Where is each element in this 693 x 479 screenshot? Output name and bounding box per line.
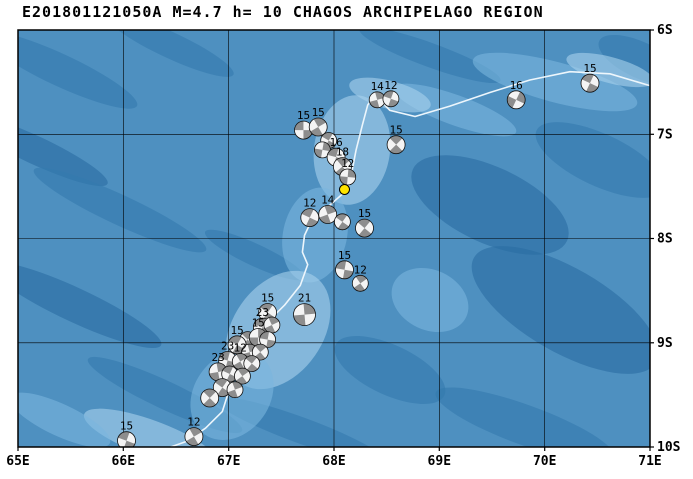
depth-label: 15 [312, 106, 325, 119]
bathymetry-patch [411, 155, 569, 255]
bathymetry-patch [83, 408, 217, 447]
depth-label: 23 [211, 351, 224, 364]
depth-label: 23 [221, 340, 234, 353]
focal-mechanism [339, 168, 357, 186]
depth-label: 15 [358, 207, 371, 220]
focal-mechanism [318, 205, 338, 224]
focal-mechanism [259, 331, 277, 349]
lat-axis-label: 10S [657, 440, 681, 455]
bathymetry-patch [204, 229, 306, 281]
depth-label: 15 [252, 317, 265, 330]
lat-axis-label: 8S [657, 232, 673, 247]
lat-axis-label: 7S [657, 127, 673, 142]
bathymetry-patch [359, 30, 501, 84]
focal-mechanism [355, 218, 374, 238]
focal-mechanism [212, 378, 232, 398]
bathymetry-patch [106, 30, 234, 77]
focal-mechanism [221, 365, 239, 383]
lon-axis-label: 68E [322, 454, 345, 469]
depth-label: 15 [297, 109, 310, 122]
bathymetry-patch [391, 267, 469, 333]
focal-mechanism [226, 381, 244, 399]
map-title: E201801121050A M=4.7 h= 10 CHAGOS ARCHIP… [22, 3, 544, 21]
bathymetry-patch [18, 113, 108, 187]
bathymetry-patch [435, 387, 615, 447]
focal-mechanism [351, 274, 369, 292]
depth-label: 14 [371, 80, 385, 93]
depth-label: 21 [298, 292, 311, 305]
focal-mechanism [263, 316, 281, 334]
depth-label: 12 [384, 79, 397, 92]
depth-label: 15 [583, 62, 596, 75]
focal-mechanism [294, 120, 313, 140]
main-event-marker [339, 184, 350, 195]
bathymetry-patch [566, 52, 650, 88]
focal-mechanism [243, 355, 261, 373]
bathymetry-patch [313, 95, 391, 205]
depth-label: 15 [338, 249, 351, 262]
bathymetry-patch [598, 34, 650, 86]
lat-axis-label: 9S [657, 336, 673, 351]
lon-axis-label: 70E [533, 454, 556, 469]
lon-axis-label: 71E [638, 454, 661, 469]
depth-label: 14 [321, 194, 335, 207]
depth-label: 12 [234, 342, 247, 355]
lon-axis-label: 66E [112, 454, 135, 469]
focal-mechanism [233, 367, 251, 385]
focal-mechanism [580, 73, 600, 93]
bathymetry-patch [535, 122, 650, 198]
lon-axis-label: 65E [6, 454, 29, 469]
bathymetry-patch [33, 167, 207, 253]
focal-mechanism [251, 343, 269, 361]
bathymetry-patch [472, 52, 638, 112]
focal-mechanism [313, 141, 331, 159]
bathymetry-patch [18, 261, 162, 349]
bathymetry-patch [334, 335, 446, 405]
depth-label: 12 [187, 416, 200, 429]
bathymetry-patch [18, 31, 138, 109]
bathymetry-patch [18, 392, 111, 447]
depth-label: 18 [336, 146, 349, 159]
focal-mechanism [386, 135, 406, 155]
lat-axis-label: 6S [657, 23, 673, 38]
lon-axis-label: 69E [428, 454, 451, 469]
depth-label: 15 [120, 420, 133, 433]
depth-label: 16 [510, 79, 523, 92]
focal-mechanism [382, 90, 400, 108]
focal-mechanism [293, 303, 316, 327]
lon-axis-label: 67E [217, 454, 240, 469]
depth-label: 12 [341, 157, 354, 170]
depth-label: 15 [230, 324, 243, 337]
depth-label: 15 [261, 292, 274, 305]
depth-label: 16 [329, 136, 342, 149]
depth-label: 15 [389, 124, 402, 137]
focal-mechanism [200, 388, 220, 408]
focal-mechanism [335, 260, 354, 280]
focal-mechanism [227, 335, 247, 355]
focal-mechanism [333, 213, 351, 231]
depth-label: 12 [303, 197, 316, 210]
focal-mechanism [308, 117, 328, 137]
focal-mechanism [184, 427, 204, 447]
focal-mechanism [117, 431, 136, 447]
focal-mechanism [300, 208, 320, 228]
depth-label: 12 [354, 263, 367, 276]
bathymetry-patch [471, 246, 650, 374]
focal-mechanism [506, 90, 526, 110]
depth-label: 23 [256, 306, 269, 319]
focal-mechanism [368, 91, 386, 109]
